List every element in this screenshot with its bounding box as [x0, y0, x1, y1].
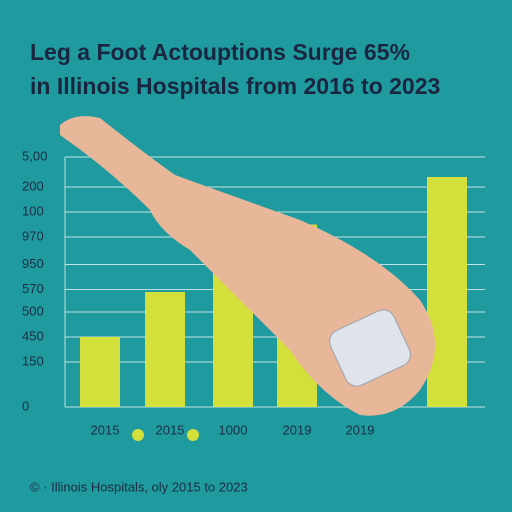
x-tick-label: 2019	[346, 422, 375, 437]
legend-dot	[132, 429, 144, 441]
y-tick-label: 570	[22, 281, 44, 296]
chart-title: Leg a Foot Actouptions Surge 65%	[30, 39, 410, 65]
y-tick-label: 5,00	[22, 148, 47, 163]
y-tick-label: 0	[22, 398, 29, 413]
bar	[80, 337, 120, 407]
x-tick-label: 2019	[283, 422, 312, 437]
x-tick-label: 2015	[156, 422, 185, 437]
y-tick-label: 970	[22, 228, 44, 243]
bar	[145, 292, 185, 407]
bar	[427, 177, 467, 407]
x-tick-label: 1000	[219, 422, 248, 437]
y-tick-label: 150	[22, 353, 44, 368]
y-tick-label: 450	[22, 328, 44, 343]
chart-title: in Illinois Hospitals from 2016 to 2023	[30, 73, 440, 99]
x-tick-label: 2015	[91, 422, 120, 437]
y-tick-label: 100	[22, 203, 44, 218]
y-tick-label: 200	[22, 178, 44, 193]
legend-dot	[187, 429, 199, 441]
source-note: © · Illinois Hospitals, oly 2015 to 2023	[30, 479, 248, 494]
y-tick-label: 500	[22, 303, 44, 318]
knee-brace	[329, 309, 411, 387]
y-tick-label: 950	[22, 256, 44, 271]
